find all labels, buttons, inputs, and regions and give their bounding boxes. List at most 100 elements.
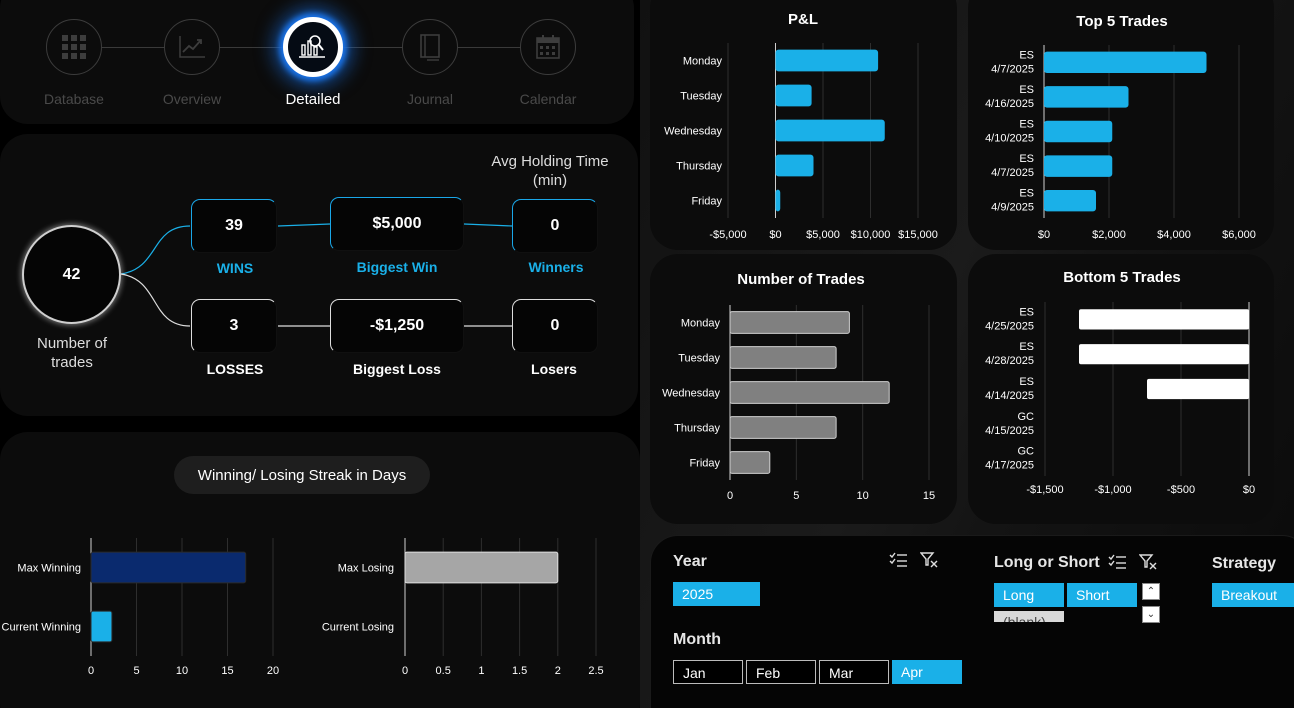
- long-button[interactable]: Long: [994, 583, 1064, 607]
- tick-label: 15: [923, 490, 935, 502]
- long-short-slicer-title: Long or Short: [994, 554, 1100, 571]
- category-label: Thursday: [676, 161, 722, 173]
- top5-chart: Top 5 Trades $0 $2,000 $4,000 $6,000 ES 4/7/20…: [985, 13, 1256, 241]
- tick-label: $4,000: [1157, 229, 1191, 241]
- bar: [90, 610, 113, 643]
- month-mar-button[interactable]: Mar: [819, 660, 889, 684]
- category-label: Current Losing: [322, 622, 394, 634]
- scroll-up-button[interactable]: ⌃: [1142, 583, 1160, 600]
- calendar-icon: [520, 19, 576, 75]
- year-slicer-title: Year: [673, 553, 707, 570]
- trades-count-circle: 42: [22, 225, 121, 324]
- tick-label: -$1,500: [1026, 484, 1063, 496]
- bar: [90, 551, 247, 584]
- tick-label: $6,000: [1222, 229, 1256, 241]
- nav-database[interactable]: Database: [19, 19, 129, 107]
- tick-label: 10: [857, 490, 869, 502]
- category-label: Friday: [689, 458, 720, 470]
- chart-title: Top 5 Trades: [1076, 13, 1167, 30]
- breakout-button[interactable]: Breakout: [1212, 583, 1294, 607]
- lose-streak-chart: 0 0.5 1 1.5 2 2.5 Max Losing Current Losing: [322, 538, 604, 677]
- nav-calendar[interactable]: Calendar: [493, 19, 603, 107]
- category-label: ES: [1019, 376, 1034, 388]
- nav-label-journal: Journal: [407, 91, 453, 107]
- clear-filter-icon[interactable]: [919, 552, 940, 568]
- category-label: Wednesday: [662, 388, 720, 400]
- nav-overview[interactable]: Overview: [137, 19, 247, 107]
- tick-label: 1.5: [512, 665, 527, 677]
- month-slicer-title: Month: [673, 631, 721, 648]
- trades-count-label: Number of trades: [36, 335, 108, 371]
- category-label: Monday: [681, 318, 721, 330]
- category-label: ES: [1019, 49, 1034, 61]
- avg-holding-title: Avg Holding Time (min): [491, 153, 609, 189]
- bar: [775, 49, 879, 72]
- category-label: GC: [1018, 411, 1035, 423]
- tick-label: 2.5: [588, 665, 603, 677]
- year-2025-button[interactable]: 2025: [673, 582, 760, 606]
- category-label: GC: [1018, 446, 1035, 458]
- short-button[interactable]: Short: [1067, 583, 1137, 607]
- tick-label: $5,000: [806, 229, 840, 241]
- book-icon: [402, 19, 458, 75]
- magnify-chart-icon: [283, 17, 343, 77]
- bar: [1044, 189, 1096, 212]
- num-trades-chart: Number of Trades 0 5 10 15 Monday Tuesday Wedne…: [662, 271, 935, 502]
- scroll-down-button[interactable]: ⌄: [1142, 606, 1160, 623]
- multi-select-icon[interactable]: [1108, 554, 1128, 570]
- biggest-win-value: $5,000: [330, 197, 464, 251]
- tick-label: -$500: [1167, 484, 1195, 496]
- nav-journal[interactable]: Journal: [375, 19, 485, 107]
- chart-title: P&L: [788, 11, 818, 28]
- month-jan-button[interactable]: Jan: [673, 660, 743, 684]
- category-label: 4/7/2025: [991, 167, 1034, 179]
- losses-value: 3: [191, 299, 277, 353]
- tick-label: -$5,000: [709, 229, 746, 241]
- category-label: Max Winning: [17, 563, 81, 575]
- category-label: ES: [1019, 341, 1034, 353]
- tick-label: 10: [176, 665, 188, 677]
- bar: [775, 189, 781, 212]
- bar: [1079, 309, 1249, 330]
- tick-label: 5: [133, 665, 139, 677]
- tick-label: $10,000: [851, 229, 891, 241]
- bar: [729, 311, 850, 334]
- multi-select-icon[interactable]: [889, 552, 909, 568]
- tick-label: 1: [478, 665, 484, 677]
- month-apr-button[interactable]: Apr: [892, 660, 962, 684]
- pnl-chart: P&L -$5,000 $0 $5,000 $10,000 $15,000 Monday Tu…: [664, 11, 938, 241]
- tick-label: 5: [793, 490, 799, 502]
- biggest-win-label: Biggest Win: [356, 259, 438, 275]
- nav-label-overview: Overview: [162, 91, 222, 107]
- month-feb-button[interactable]: Feb: [746, 660, 816, 684]
- category-label: 4/25/2025: [985, 320, 1034, 332]
- wins-label: WINS: [216, 260, 254, 276]
- category-label: 4/10/2025: [985, 133, 1034, 145]
- blank-button-clip: (blank): [994, 611, 1064, 622]
- win-streak-chart: 0 5 10 15 20 Max Winning Current Winning: [2, 538, 279, 677]
- category-label: 4/9/2025: [991, 202, 1034, 214]
- wins-value: 39: [191, 199, 277, 253]
- bottom5-chart: Bottom 5 Trades -$1,500 -$1,000 -$500 $0 ES 4/…: [985, 269, 1255, 496]
- category-label: 4/7/2025: [991, 63, 1034, 75]
- bar: [729, 451, 771, 474]
- category-label: Wednesday: [664, 126, 722, 138]
- bar: [775, 84, 812, 107]
- tick-label: 2: [555, 665, 561, 677]
- tick-label: 15: [221, 665, 233, 677]
- category-label: 4/15/2025: [985, 425, 1034, 437]
- nav-label-database: Database: [44, 91, 104, 107]
- nav-detailed[interactable]: Detailed: [258, 17, 368, 108]
- tick-label: -$1,000: [1094, 484, 1131, 496]
- winners-value: 0: [512, 199, 598, 253]
- clear-filter-icon[interactable]: [1138, 554, 1159, 570]
- bar: [775, 154, 814, 177]
- category-label: 4/14/2025: [985, 390, 1034, 402]
- tick-label: 0: [88, 665, 94, 677]
- bar: [729, 416, 837, 439]
- biggest-loss-label: Biggest Loss: [353, 361, 441, 377]
- tick-label: 0.5: [436, 665, 451, 677]
- tick-label: $0: [769, 229, 781, 241]
- category-label: 4/16/2025: [985, 98, 1034, 110]
- blank-button[interactable]: (blank): [994, 611, 1064, 622]
